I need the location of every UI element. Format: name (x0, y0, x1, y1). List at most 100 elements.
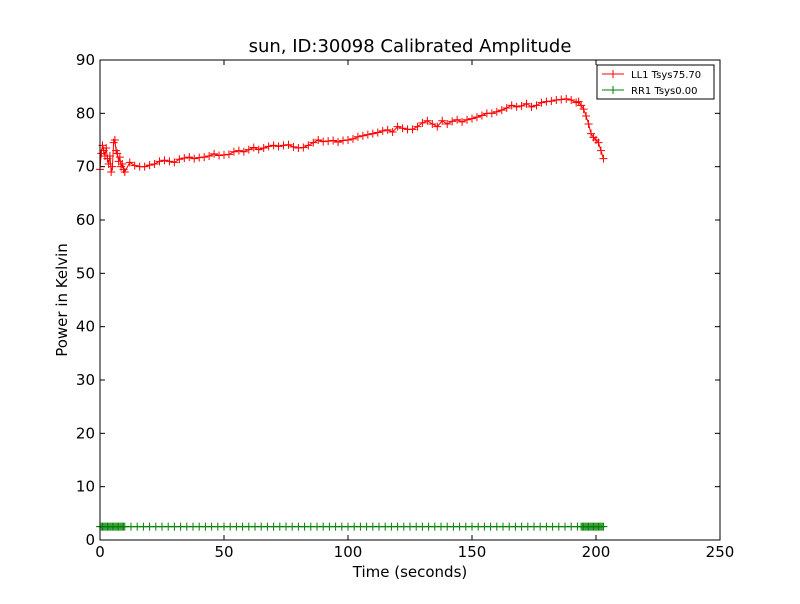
plot-area-frame (99, 59, 721, 541)
data-point-marker (324, 137, 333, 146)
data-point-marker (115, 153, 124, 162)
data-point-marker (368, 129, 377, 138)
data-point-marker (527, 102, 536, 111)
y-tick-label: 10 (76, 478, 95, 496)
y-tick-label: 80 (76, 104, 95, 122)
data-point-marker (145, 161, 154, 170)
data-point-marker (487, 109, 496, 118)
data-point-marker (284, 140, 293, 149)
data-point-marker (537, 98, 546, 107)
data-point-marker (165, 157, 174, 166)
chart-title: sun, ID:30098 Calibrated Amplitude (249, 36, 572, 57)
data-point-marker (118, 160, 127, 168)
data-point-marker (433, 122, 442, 131)
y-tick-label: 70 (76, 158, 95, 176)
data-point-marker (532, 101, 541, 110)
data-point-marker (443, 120, 452, 128)
data-point-marker (552, 96, 561, 104)
y-tick-label: 0 (85, 531, 95, 549)
data-point-marker (339, 136, 348, 145)
data-point-marker (239, 147, 248, 156)
data-point-marker (378, 126, 387, 135)
series-line (99, 98, 604, 174)
x-tick-label: 50 (214, 543, 233, 561)
x-tick-label: 100 (334, 543, 363, 561)
data-point-marker (334, 138, 343, 147)
data-point-marker (130, 161, 139, 170)
data-point-marker (492, 107, 501, 116)
data-point-marker (458, 117, 467, 126)
y-tick-label: 50 (76, 264, 95, 282)
data-point-marker (594, 138, 603, 147)
data-point-marker (453, 115, 462, 124)
data-point-marker (423, 116, 432, 125)
data-point-marker (155, 157, 164, 166)
y-tick-label: 60 (76, 211, 95, 229)
y-tick-label: 30 (76, 371, 95, 389)
data-point-marker (108, 162, 117, 171)
legend-label: LL1 Tsys75.70 (631, 70, 701, 81)
data-point-marker (200, 153, 209, 162)
data-point-marker (314, 136, 323, 144)
y-tick-label: 20 (76, 424, 95, 442)
data-point-marker (304, 141, 313, 150)
data-point-marker (234, 146, 243, 155)
legend-box (596, 64, 715, 100)
data-point-marker (289, 142, 298, 151)
data-point-marker (329, 136, 338, 145)
data-point-marker (418, 118, 427, 127)
data-point-marker (150, 160, 159, 168)
data-point-marker (567, 96, 576, 104)
data-point-marker (215, 151, 224, 160)
legend-swatch-marker (609, 70, 617, 78)
data-point-marker (358, 131, 367, 140)
data-point-marker (547, 97, 556, 106)
series-2 (96, 522, 608, 531)
data-point-marker (413, 122, 422, 131)
data-point-marker (125, 158, 134, 167)
data-point-marker (309, 138, 318, 147)
plot-series (96, 94, 608, 531)
data-point-marker (185, 153, 194, 162)
data-point-marker (190, 154, 199, 163)
data-point-marker (220, 150, 228, 159)
data-point-marker (463, 115, 472, 124)
data-point-marker (269, 141, 278, 150)
legend-swatch-marker (609, 86, 617, 94)
data-point-marker (205, 152, 214, 160)
data-point-marker (599, 154, 608, 163)
data-point-marker (512, 102, 521, 111)
data-point-marker (107, 168, 116, 176)
data-point-marker (517, 101, 526, 110)
data-point-marker (348, 134, 357, 143)
y-axis-label: Power in Kelvin (53, 243, 71, 357)
data-point-marker (477, 111, 486, 120)
data-point-marker (299, 143, 308, 152)
data-point-marker (264, 142, 273, 151)
axis-ticks: 0 50 100 150 200 250 0 10 20 30 40 50 60 70 80 90 (76, 51, 734, 561)
data-point-marker (393, 122, 402, 131)
data-point-marker (279, 141, 288, 150)
data-point-marker (562, 94, 571, 103)
data-point-marker (259, 144, 268, 152)
data-point-marker (579, 105, 588, 114)
data-point-marker (599, 522, 608, 531)
x-tick-label: 200 (582, 543, 611, 561)
data-point-marker (448, 117, 457, 126)
y-tick-label: 90 (76, 51, 95, 69)
data-point-marker (542, 97, 551, 106)
data-point-marker (105, 152, 114, 160)
data-point-marker (210, 149, 219, 158)
data-point-marker (582, 112, 591, 120)
data-point-marker (522, 99, 531, 108)
data-point-marker (254, 145, 263, 154)
data-point-marker (175, 155, 184, 164)
data-point-marker (160, 156, 169, 165)
data-point-marker (224, 150, 233, 159)
data-point-marker (195, 153, 204, 162)
data-point-marker (344, 136, 352, 144)
data-point-marker (507, 101, 516, 110)
data-point-marker (363, 130, 372, 139)
x-axis-label: Time (seconds) (352, 563, 468, 581)
